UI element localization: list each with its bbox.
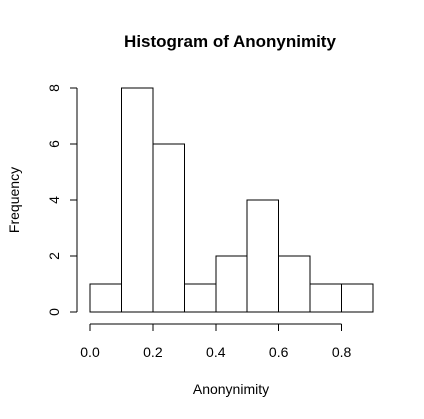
histogram-bar (247, 200, 278, 312)
y-axis: 0 2 4 6 8 (46, 84, 77, 316)
histogram-bar (184, 284, 215, 312)
y-tick-label: 2 (46, 252, 62, 260)
histogram-bars (90, 88, 373, 312)
x-axis-label: Anonynimity (193, 381, 269, 397)
histogram-bar (216, 256, 247, 312)
y-tick-label: 6 (46, 140, 62, 148)
y-tick-label: 4 (46, 196, 62, 204)
histogram-bar (310, 284, 341, 312)
histogram-bar (153, 144, 184, 312)
x-tick-label: 0.8 (332, 344, 352, 360)
x-tick-label: 0.4 (206, 344, 226, 360)
y-tick-label: 0 (46, 308, 62, 316)
histogram-bar (90, 284, 121, 312)
histogram-bar (279, 256, 310, 312)
x-tick-label: 0.2 (143, 344, 163, 360)
x-tick-label: 0.0 (80, 344, 100, 360)
y-tick-label: 8 (46, 84, 62, 92)
histogram-bar (121, 88, 152, 312)
y-axis-label: Frequency (6, 167, 22, 233)
x-axis: 0.0 0.2 0.4 0.6 0.8 (80, 324, 351, 360)
x-tick-label: 0.6 (269, 344, 289, 360)
chart-title: Histogram of Anonynimity (124, 32, 336, 51)
histogram-bar (342, 284, 373, 312)
